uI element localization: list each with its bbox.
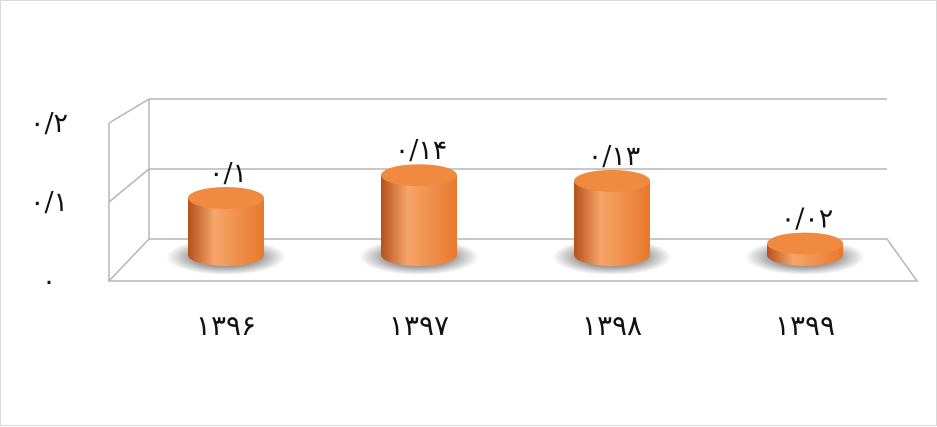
x-tick-label: ۱۳۹۹ bbox=[775, 309, 835, 342]
x-tick-label: ۱۳۹۶ bbox=[196, 309, 256, 342]
bar bbox=[745, 232, 865, 275]
bar bbox=[166, 187, 286, 275]
data-label: ۰/۱۴ bbox=[395, 135, 448, 166]
grid-layer bbox=[107, 98, 919, 282]
x-tick-label: ۱۳۹۷ bbox=[389, 309, 449, 342]
gridline-side bbox=[108, 98, 150, 124]
y-tick-label: ۰ bbox=[42, 266, 57, 297]
bar-top bbox=[188, 187, 264, 209]
bar-top bbox=[767, 232, 843, 255]
x-axis-labels: ۱۳۹۶ ۱۳۹۷ ۱۳۹۸ ۱۳۹۹ bbox=[196, 309, 835, 342]
gridline-side bbox=[108, 168, 150, 203]
bar bbox=[359, 164, 479, 275]
y-tick-label: ۰/۲ bbox=[30, 108, 68, 139]
data-label: ۰/۰۲ bbox=[781, 204, 834, 235]
bar-body bbox=[188, 198, 264, 266]
bars bbox=[166, 164, 865, 275]
x-tick-label: ۱۳۹۸ bbox=[582, 309, 642, 342]
bar-top bbox=[574, 169, 650, 192]
bar-body bbox=[381, 175, 457, 266]
data-label: ۰/۱ bbox=[209, 158, 247, 189]
bar-body bbox=[574, 180, 650, 266]
data-labels: ۰/۱ ۰/۱۴ ۰/۱۳ ۰/۰۲ bbox=[209, 135, 833, 234]
floor-plane bbox=[107, 238, 919, 282]
y-axis-ticks: ۰ ۰/۱ ۰/۲ bbox=[30, 108, 68, 297]
bar-top bbox=[381, 164, 457, 187]
data-label: ۰/۱۳ bbox=[588, 141, 641, 172]
bar bbox=[552, 169, 672, 275]
y-tick-label: ۰/۱ bbox=[30, 187, 68, 218]
